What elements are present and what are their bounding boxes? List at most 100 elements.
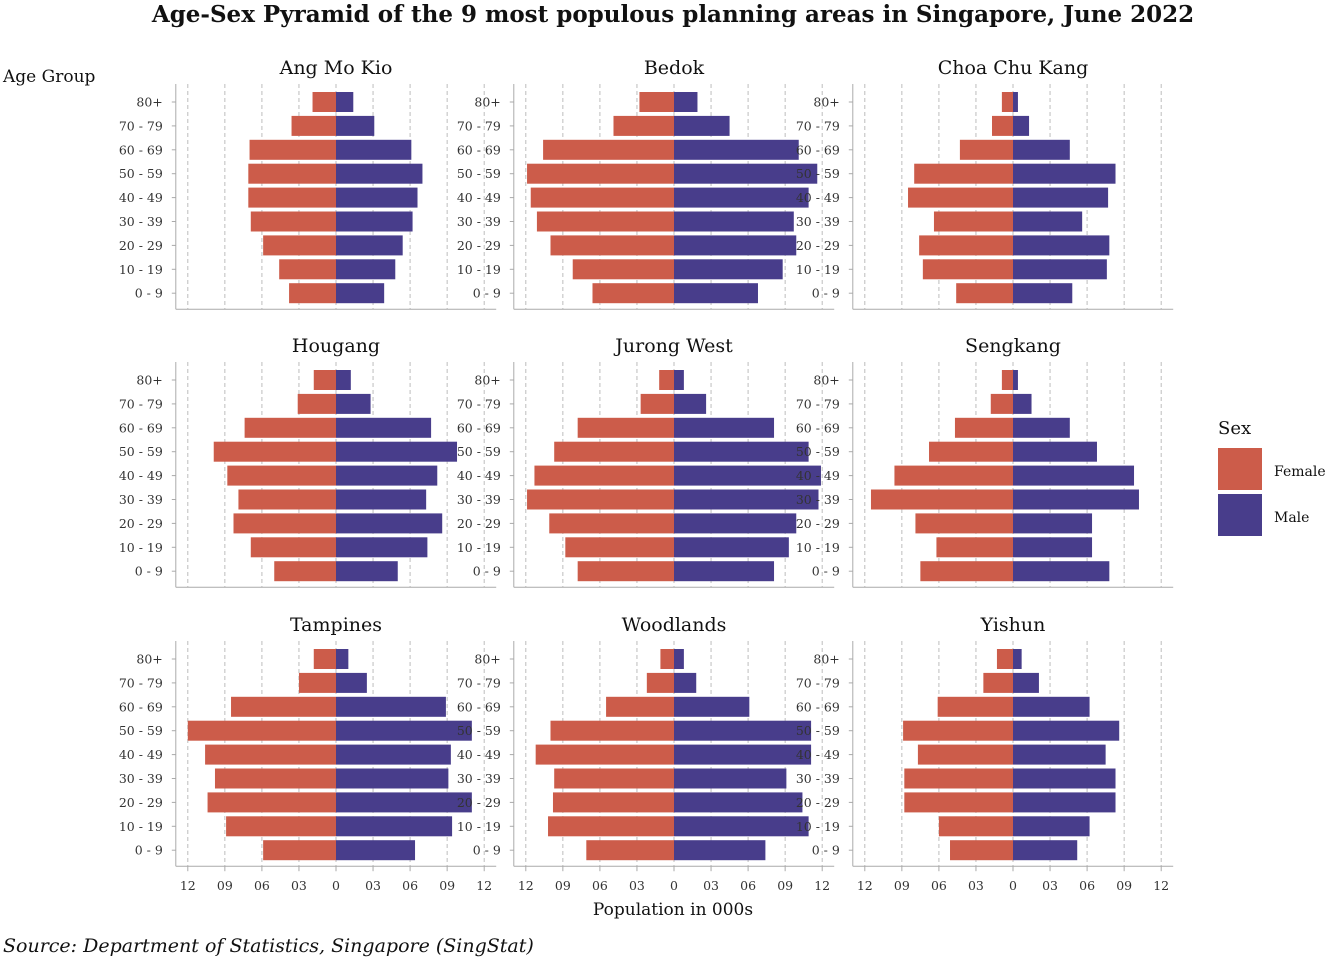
bar-male-jurong-west-10-19: [674, 537, 789, 558]
legend-label-male: Male: [1274, 510, 1309, 526]
panel-title: Bedok: [644, 57, 705, 79]
bar-female-bedok-70-79: [613, 115, 674, 136]
bar-female-choa-chu-kang-40-49: [908, 187, 1013, 208]
bar-male-choa-chu-kang-20-29: [1013, 235, 1110, 256]
panel-yishun: Yishun 0 - 9 10 - 19 20 - 29 30 - 39 40 - 49 5…: [796, 614, 1174, 893]
y-tick-label: 10 - 19: [796, 540, 840, 555]
panel-jurong-west: Jurong West 0 - 9 10 - 19 20 - 29 30 - 39 40 …: [457, 335, 835, 588]
bar-female-choa-chu-kang-20-29: [919, 235, 1013, 256]
bar-female-ang-mo-kio-70-79: [291, 115, 336, 136]
bar-male-jurong-west-80-: [674, 370, 684, 390]
bar-male-tampines-0-9: [336, 840, 416, 861]
bar-male-tampines-30-39: [336, 768, 449, 789]
bar-male-choa-chu-kang-0-9: [1013, 283, 1073, 304]
bar-female-woodlands-30-39: [554, 768, 674, 789]
x-tick-label: 09: [777, 878, 793, 893]
y-tick-label: 30 - 39: [796, 492, 840, 507]
bar-male-woodlands-60-69: [674, 696, 750, 717]
x-tick-label: 06: [740, 878, 756, 893]
legend-swatch-male: [1218, 494, 1262, 536]
y-tick-label: 60 - 69: [457, 142, 501, 157]
bar-female-sengkang-20-29: [915, 513, 1013, 534]
x-tick-label: 03: [703, 878, 719, 893]
y-tick-label: 10 - 19: [119, 540, 163, 555]
bar-female-yishun-10-19: [938, 816, 1013, 837]
bar-male-woodlands-40-49: [674, 744, 812, 765]
bar-male-ang-mo-kio-30-39: [336, 211, 413, 232]
y-tick-label: 80+: [474, 652, 500, 667]
y-tick-label: 20 - 29: [457, 238, 501, 253]
y-tick-label: 40 - 49: [457, 190, 501, 205]
bar-female-choa-chu-kang-60-69: [959, 139, 1013, 160]
bar-female-choa-chu-kang-80-: [1001, 92, 1013, 112]
panels: Ang Mo Kio 0 - 9 10 - 19 20 - 29 30 - 39 40 -…: [119, 57, 1174, 893]
bar-female-jurong-west-70-79: [640, 393, 674, 414]
bar-female-tampines-40-49: [205, 744, 336, 765]
bar-male-bedok-50-59: [674, 163, 818, 184]
y-tick-label: 60 - 69: [119, 142, 163, 157]
x-tick-label: 03: [365, 878, 381, 893]
y-tick-label: 50 - 59: [457, 166, 501, 181]
bar-female-hougang-10-19: [250, 537, 336, 558]
bar-male-choa-chu-kang-30-39: [1013, 211, 1083, 232]
bar-female-hougang-30-39: [238, 489, 336, 510]
y-tick-label: 80+: [136, 373, 162, 388]
bar-female-ang-mo-kio-10-19: [279, 259, 336, 280]
x-tick-label: 09: [1116, 878, 1132, 893]
y-tick-label: 50 - 59: [796, 444, 840, 459]
panel-hougang: Hougang 0 - 9 10 - 19 20 - 29 30 - 39 40 - 49…: [119, 335, 497, 588]
bar-female-ang-mo-kio-80-: [312, 92, 336, 112]
bar-female-bedok-20-29: [550, 235, 674, 256]
bar-male-choa-chu-kang-10-19: [1013, 259, 1107, 280]
bar-female-jurong-west-60-69: [577, 417, 674, 438]
bar-male-bedok-30-39: [674, 211, 794, 232]
bar-female-tampines-20-29: [207, 792, 336, 813]
bar-male-sengkang-20-29: [1013, 513, 1093, 534]
y-tick-label: 50 - 59: [119, 723, 163, 738]
bar-male-ang-mo-kio-20-29: [336, 235, 403, 256]
bar-female-tampines-10-19: [226, 816, 336, 837]
y-tick-label: 70 - 79: [119, 675, 163, 690]
y-tick-label: 80+: [813, 652, 839, 667]
y-tick-label: 0 - 9: [135, 564, 163, 579]
bar-female-yishun-30-39: [904, 768, 1013, 789]
bar-female-yishun-70-79: [983, 672, 1013, 693]
y-tick-label: 50 - 59: [796, 723, 840, 738]
bar-female-hougang-70-79: [297, 393, 336, 414]
bar-female-jurong-west-80-: [659, 370, 674, 390]
bar-male-bedok-70-79: [674, 115, 730, 136]
bar-male-yishun-20-29: [1013, 792, 1116, 813]
bar-male-bedok-60-69: [674, 139, 799, 160]
bar-male-hougang-60-69: [336, 417, 432, 438]
x-tick-label: 0: [670, 878, 678, 893]
bar-female-woodlands-40-49: [535, 744, 674, 765]
bar-female-yishun-60-69: [937, 696, 1013, 717]
x-tick-label: 03: [629, 878, 645, 893]
bar-female-woodlands-70-79: [646, 672, 674, 693]
bar-female-hougang-0-9: [274, 561, 336, 582]
bar-male-tampines-40-49: [336, 744, 451, 765]
bar-female-ang-mo-kio-40-49: [248, 187, 336, 208]
legend-label-female: Female: [1274, 464, 1326, 480]
bar-female-bedok-30-39: [536, 211, 674, 232]
bar-female-ang-mo-kio-50-59: [248, 163, 336, 184]
y-tick-label: 40 - 49: [796, 190, 840, 205]
x-tick-label: 06: [592, 878, 608, 893]
bar-male-hougang-20-29: [336, 513, 443, 534]
panel-title: Tampines: [290, 614, 382, 636]
bar-female-tampines-50-59: [187, 720, 336, 741]
panel-title: Choa Chu Kang: [938, 57, 1089, 79]
bar-male-tampines-10-19: [336, 816, 453, 837]
x-tick-label: 09: [439, 878, 455, 893]
y-tick-label: 70 - 79: [457, 675, 501, 690]
bar-female-tampines-60-69: [231, 696, 336, 717]
bar-male-sengkang-60-69: [1013, 417, 1070, 438]
bar-female-ang-mo-kio-20-29: [263, 235, 336, 256]
bar-male-yishun-0-9: [1013, 840, 1078, 861]
bar-male-woodlands-0-9: [674, 840, 766, 861]
bar-male-hougang-0-9: [336, 561, 398, 582]
bar-male-choa-chu-kang-80-: [1013, 92, 1018, 112]
y-tick-label: 10 - 19: [457, 819, 501, 834]
bar-female-tampines-0-9: [263, 840, 336, 861]
y-tick-label: 70 - 79: [796, 396, 840, 411]
